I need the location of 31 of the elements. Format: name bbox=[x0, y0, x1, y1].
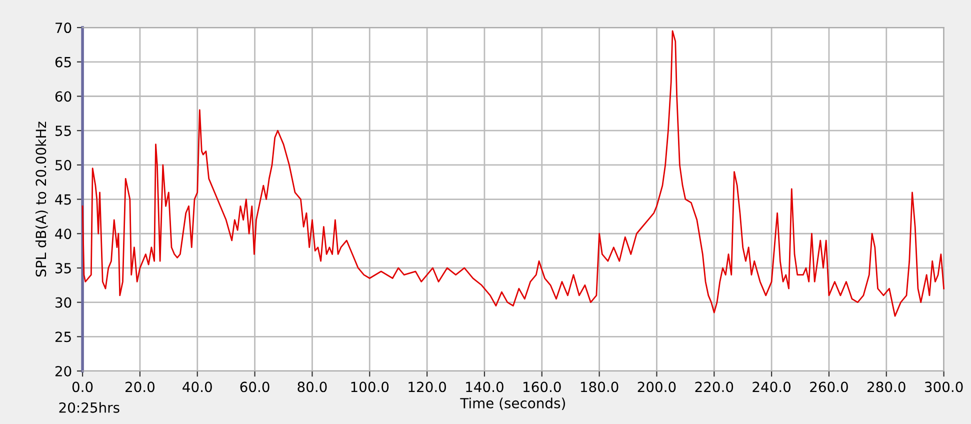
x-tick-label: 100.0 bbox=[351, 382, 389, 392]
x-tick-label: 80.0 bbox=[298, 382, 327, 392]
y-axis-title: SPL dB(A) to 20.00kHz bbox=[35, 122, 48, 277]
x-tick-label: 140.0 bbox=[466, 382, 504, 392]
y-tick-label: 50 bbox=[56, 160, 72, 170]
text: 20:25hrs bbox=[59, 402, 120, 413]
x-tick-label: 60.0 bbox=[240, 382, 270, 392]
y-tick-label: 40 bbox=[55, 228, 72, 240]
x-tick-label: 220.0 bbox=[695, 382, 734, 392]
x-tick-label: 180.0 bbox=[580, 382, 618, 392]
y-tick-label: 45 bbox=[55, 194, 71, 205]
x-tick-label: 200.0 bbox=[638, 382, 676, 392]
y-tick-label: 60 bbox=[55, 91, 72, 102]
x-tick-label: 40.0 bbox=[182, 382, 212, 392]
y-tick-label: 35 bbox=[56, 262, 71, 274]
line-series bbox=[82, 30, 945, 317]
y-tick-label: 20 bbox=[55, 366, 72, 376]
x-tick-label: 0.0 bbox=[72, 382, 93, 392]
x-tick-label: 120.0 bbox=[408, 382, 446, 392]
x-tick-label: 280.0 bbox=[868, 382, 906, 392]
x-axis-title: Time (seconds) bbox=[460, 398, 565, 410]
x-tick-label: 160.0 bbox=[524, 382, 561, 392]
x-tick-label: 260.0 bbox=[810, 382, 848, 392]
y-tick-label: 55 bbox=[56, 126, 71, 136]
y-tick-label: 70 bbox=[56, 22, 72, 34]
x-tick-label: 20.0 bbox=[126, 382, 154, 392]
x-tick-label: 240.0 bbox=[752, 382, 791, 392]
y-tick-label: 65 bbox=[55, 56, 71, 68]
y-tick-label: 30 bbox=[56, 297, 72, 308]
y-tick-label: 25 bbox=[55, 332, 71, 342]
x-tick-label: 300.0 bbox=[924, 382, 963, 392]
